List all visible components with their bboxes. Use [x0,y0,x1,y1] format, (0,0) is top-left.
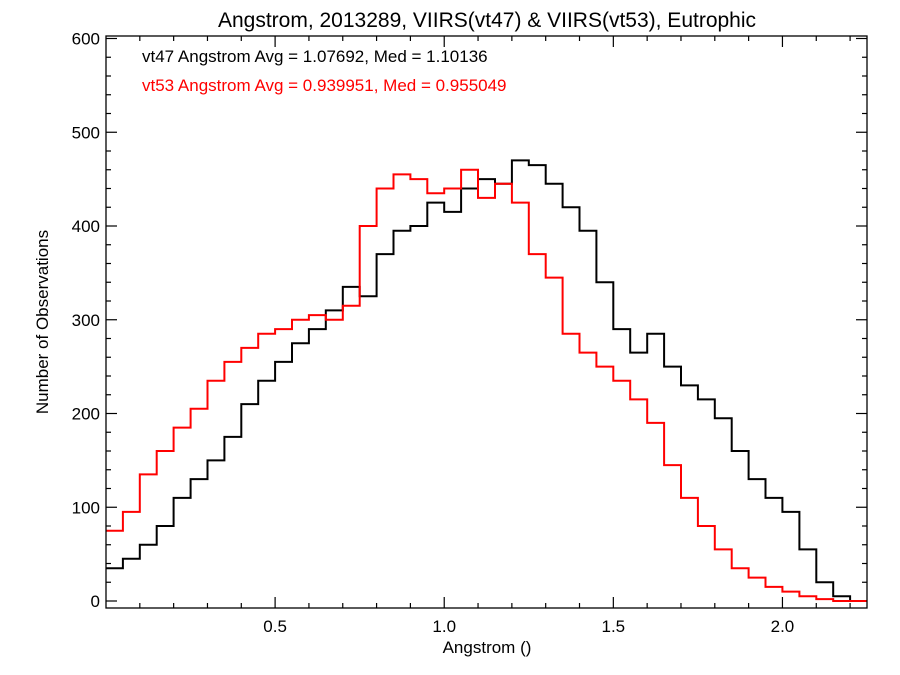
y-tick-label: 0 [91,592,100,611]
series-line-vt53 [106,168,867,602]
annotation-vt47: vt47 Angstrom Avg = 1.07692, Med = 1.101… [142,47,488,66]
x-tick-label: 2.0 [771,617,795,636]
y-tick-label: 200 [72,405,100,424]
y-tick-label: 400 [72,217,100,236]
annotation-vt53: vt53 Angstrom Avg = 0.939951, Med = 0.95… [142,76,507,95]
x-axis-label: Angstrom () [443,638,532,657]
y-axis-label: Number of Observations [33,230,52,414]
y-tick-label: 500 [72,123,100,142]
series-layer [106,159,867,602]
chart-title: Angstrom, 2013289, VIIRS(vt47) & VIIRS(v… [218,9,756,32]
y-tick-label: 600 [72,30,100,49]
x-tick-label: 1.5 [602,617,626,636]
tick-marks [106,36,867,608]
series-line-vt47 [106,159,867,602]
x-tick-label: 0.5 [263,617,287,636]
x-tick-label: 1.0 [432,617,456,636]
tick-labels: 0.5 1.0 1.5 2.0 0 100 200 300 400 500 600 [72,30,795,637]
y-tick-label: 100 [72,498,100,517]
y-tick-label: 300 [72,311,100,330]
plot-frame [105,35,868,609]
